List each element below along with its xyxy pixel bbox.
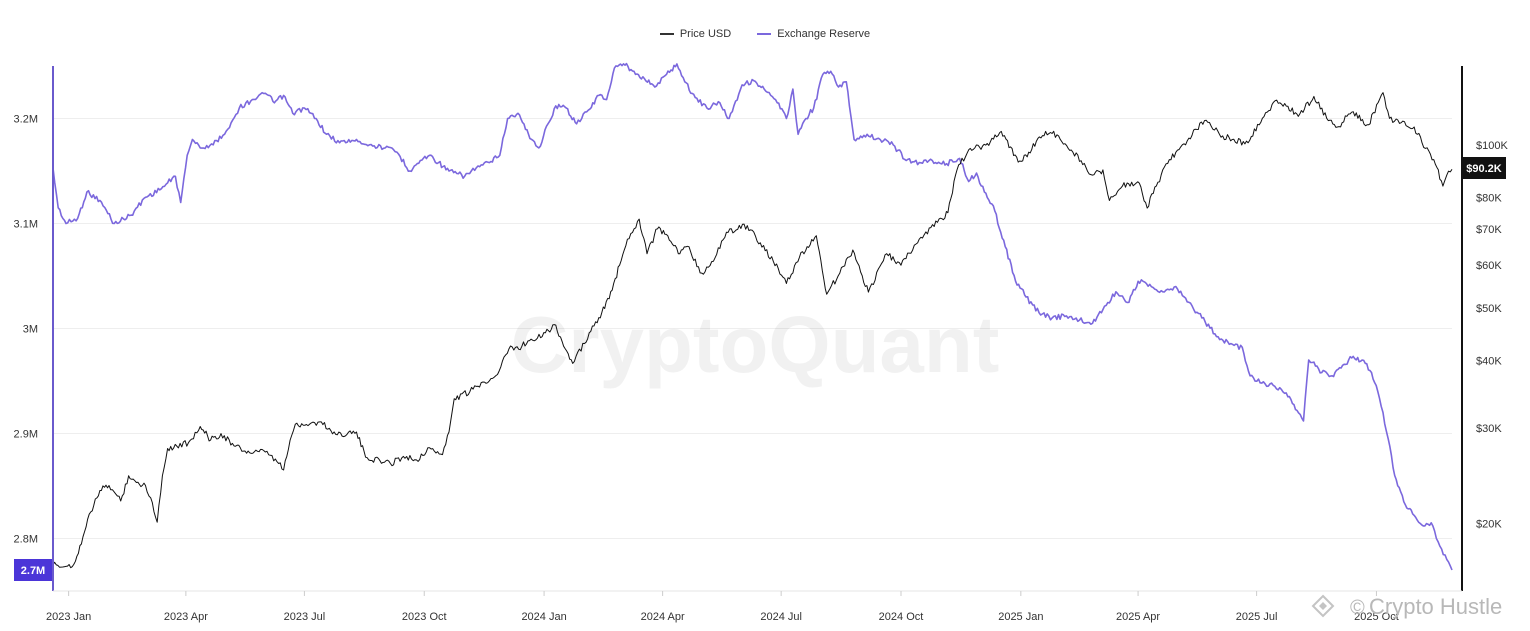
right-tick-label: $60K [1476,260,1502,272]
x-tick-label: 2024 Apr [641,611,685,623]
legend-label-price: Price USD [679,28,732,40]
legend-item-reserve[interactable]: Exchange Reserve [757,28,870,40]
right-value-badge-bg [1462,157,1506,179]
x-tick-label: 2023 Apr [164,611,208,623]
credit-text: Crypto Hustle [1369,594,1502,619]
x-tick-label: 2024 Jan [521,611,566,623]
right-tick-label: $80K [1476,193,1502,205]
x-tick-label: 2023 Jul [284,611,326,623]
credit-watermark: © Crypto Hustle [1311,594,1502,619]
left-tick-label: 2.8M [14,534,38,546]
x-tick-label: 2025 Apr [1116,611,1160,623]
right-tick-label: $50K [1476,303,1502,315]
exchange-reserve-line [52,62,1453,571]
x-tick-label: 2024 Oct [879,611,924,623]
left-value-badge: 2.7M [14,559,52,581]
left-axis-ticks: 2.8M 2.9M 3M 3.1M 3.2M [14,114,38,546]
right-tick-label: $70K [1476,224,1502,236]
right-tick-label: $20K [1476,518,1502,530]
x-tick-label: 2023 Oct [402,611,447,623]
right-tick-label: $100K [1476,140,1508,152]
right-axis-ticks: $20K $30K $40K $50K $60K $70K $80K $100K [1476,140,1508,530]
x-axis-ticks: 2023 Jan 2023 Apr 2023 Jul 2023 Oct 2024 Jan… [46,591,1399,623]
legend-swatch-reserve [757,33,772,35]
legend-swatch-price [659,33,674,35]
left-tick-label: 2.9M [14,429,38,441]
legend-label-reserve: Exchange Reserve [777,28,871,40]
left-tick-label: 3M [23,324,38,336]
right-value-badge: $90.2K [1462,157,1506,179]
price-usd-line [52,92,1453,569]
series-layer [52,62,1453,571]
grid-layer [53,118,1452,539]
legend-item-price[interactable]: Price USD [659,28,732,40]
chart-legend: Price USD Exchange Reserve [0,26,1530,42]
right-tick-label: $30K [1476,423,1502,435]
x-tick-label: 2025 Jan [998,611,1043,623]
right-tick-label: $40K [1476,355,1502,367]
left-tick-label: 3.2M [14,114,38,126]
watermark: CryptoQuant [511,300,1000,389]
right-value-badge-label: $90.2K [1466,163,1502,175]
left-tick-label: 3.1M [14,219,38,231]
x-tick-label: 2023 Jan [46,611,91,623]
x-tick-label: 2025 Jul [1236,611,1278,623]
credit-logo-icon [1311,594,1335,618]
x-tick-label: 2025 Oct [1354,611,1399,623]
left-value-badge-label: 2.7M [21,565,45,577]
x-tick-label: 2024 Jul [760,611,802,623]
credit-copyright-icon: © [1350,597,1365,619]
left-value-badge-bg [14,559,52,581]
